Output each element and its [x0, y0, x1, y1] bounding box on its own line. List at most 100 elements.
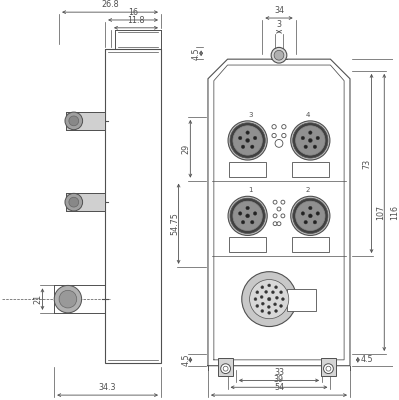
Circle shape: [291, 196, 330, 236]
Text: 2: 2: [305, 187, 310, 193]
Circle shape: [268, 284, 271, 287]
Text: 107: 107: [376, 205, 385, 220]
Circle shape: [308, 138, 312, 142]
Circle shape: [313, 220, 317, 224]
Circle shape: [261, 302, 264, 305]
Circle shape: [281, 214, 285, 218]
Circle shape: [273, 222, 277, 226]
Circle shape: [267, 297, 271, 301]
Circle shape: [282, 124, 286, 129]
Circle shape: [274, 303, 277, 306]
Circle shape: [254, 298, 257, 300]
Circle shape: [228, 121, 267, 160]
Circle shape: [301, 136, 304, 140]
Bar: [66, 193, 105, 211]
Circle shape: [281, 298, 284, 300]
Circle shape: [275, 140, 283, 147]
Text: 21: 21: [34, 294, 42, 304]
Bar: [229, 162, 266, 177]
Bar: [292, 162, 329, 177]
Circle shape: [274, 50, 284, 60]
Text: 3: 3: [248, 112, 253, 118]
Circle shape: [324, 364, 333, 374]
Text: 4.5: 4.5: [181, 354, 190, 366]
Circle shape: [233, 126, 262, 155]
Circle shape: [69, 197, 79, 207]
Circle shape: [260, 296, 263, 298]
Circle shape: [242, 272, 296, 326]
Text: 16: 16: [128, 8, 138, 17]
Circle shape: [239, 136, 242, 140]
Circle shape: [253, 212, 257, 215]
Circle shape: [281, 200, 285, 204]
Circle shape: [273, 214, 277, 218]
Circle shape: [59, 290, 77, 308]
Circle shape: [54, 286, 82, 313]
Circle shape: [250, 280, 289, 319]
Circle shape: [241, 145, 245, 148]
Circle shape: [275, 296, 279, 299]
Circle shape: [326, 366, 331, 371]
Circle shape: [280, 304, 282, 308]
Text: 4: 4: [305, 112, 310, 118]
Text: 34.3: 34.3: [99, 383, 117, 392]
Text: 54.75: 54.75: [170, 212, 180, 235]
Circle shape: [296, 126, 325, 155]
Circle shape: [272, 124, 276, 129]
Text: 34: 34: [274, 6, 284, 15]
Circle shape: [265, 290, 268, 293]
Text: 54: 54: [274, 383, 284, 392]
Circle shape: [223, 366, 228, 371]
Circle shape: [230, 123, 265, 158]
Circle shape: [280, 291, 282, 294]
Circle shape: [293, 198, 328, 234]
Circle shape: [272, 134, 276, 138]
Circle shape: [251, 220, 254, 224]
Circle shape: [308, 206, 312, 210]
Circle shape: [268, 311, 271, 314]
Circle shape: [277, 222, 281, 226]
Circle shape: [253, 136, 257, 140]
Circle shape: [273, 200, 277, 204]
Text: 4.5: 4.5: [191, 47, 200, 60]
Circle shape: [246, 138, 250, 142]
Bar: [66, 112, 105, 130]
Bar: [287, 289, 316, 311]
Circle shape: [308, 131, 312, 134]
Circle shape: [228, 196, 267, 236]
Circle shape: [239, 212, 242, 215]
Circle shape: [69, 116, 79, 126]
Text: 33: 33: [274, 368, 284, 378]
Circle shape: [246, 131, 249, 134]
Circle shape: [301, 212, 304, 215]
Bar: [292, 238, 329, 252]
Circle shape: [65, 112, 83, 130]
Circle shape: [221, 364, 231, 374]
Circle shape: [313, 145, 317, 148]
Circle shape: [261, 310, 264, 312]
Circle shape: [282, 134, 286, 138]
Circle shape: [251, 145, 254, 148]
Circle shape: [304, 220, 308, 224]
Circle shape: [230, 198, 265, 234]
Circle shape: [261, 286, 264, 289]
Circle shape: [296, 201, 325, 230]
Circle shape: [304, 145, 308, 148]
Circle shape: [271, 291, 275, 294]
Circle shape: [65, 193, 83, 211]
Bar: [229, 238, 266, 252]
Circle shape: [241, 220, 245, 224]
Text: 73: 73: [363, 158, 371, 168]
Circle shape: [316, 212, 320, 215]
Circle shape: [293, 123, 328, 158]
Text: 29: 29: [181, 144, 190, 154]
Bar: [218, 358, 233, 376]
Circle shape: [233, 201, 262, 230]
Circle shape: [275, 286, 278, 289]
Circle shape: [277, 207, 281, 211]
Text: 1: 1: [248, 187, 253, 193]
Text: 39: 39: [274, 375, 284, 384]
Circle shape: [246, 214, 250, 218]
Text: 11.8: 11.8: [127, 16, 145, 25]
Circle shape: [256, 291, 259, 294]
